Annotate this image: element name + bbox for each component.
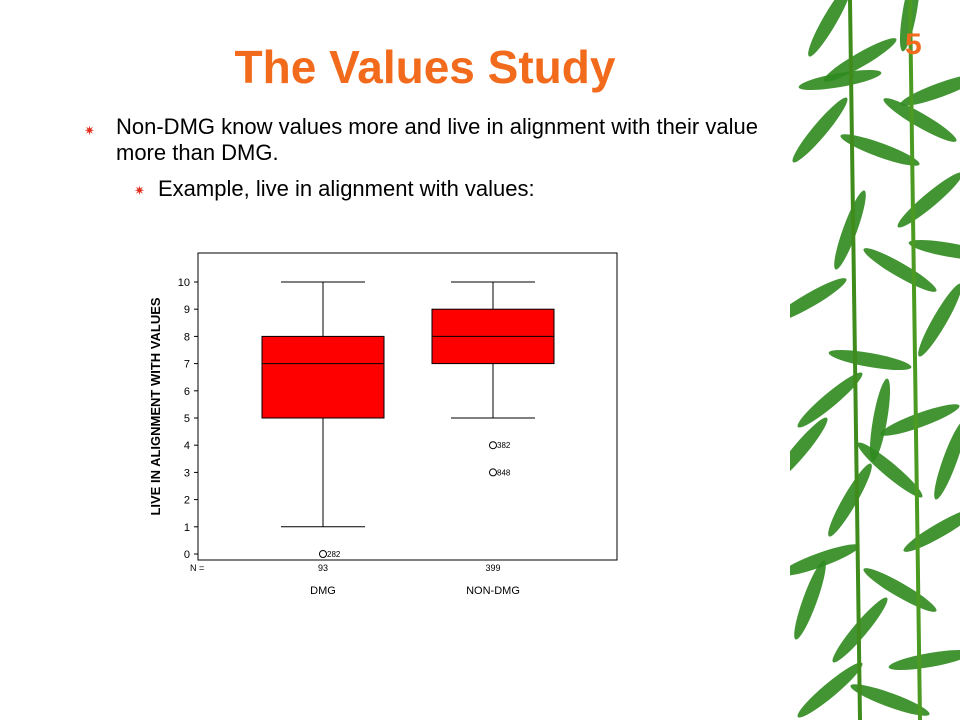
y-tick-label: 7 [184,359,190,371]
bamboo-stalk [908,0,922,720]
bamboo-leaf [880,404,960,436]
y-axis-label: LIVE IN ALIGNMENT WITH VALUES [148,297,163,515]
bamboo-leaf [798,69,882,91]
outlier-point [319,550,327,558]
y-tick-label: 5 [184,413,190,425]
y-tick-label: 9 [184,304,190,316]
bamboo-leaf [934,420,960,500]
bamboo-leaf [794,560,826,640]
star-burst-icon: ✷ [84,124,95,139]
n-label: N = [190,563,204,573]
outlier-point [489,441,497,450]
y-tick-label: 4 [184,440,190,452]
bamboo-leaf [828,349,912,371]
bamboo-leaf [850,684,930,716]
box-plot-chart: 0 1 2 3 4 5 6 7 8 9 10 LIVE IN ALIGNMENT WITH VALUE… [148,252,618,597]
y-tick-label: 10 [178,277,190,289]
bamboo-leaf [797,372,863,428]
star-burst-icon: ✷ [134,184,145,199]
category-label: NON-DMG [466,585,520,597]
y-tick-label: 0 [184,549,190,561]
bamboo-leaf [792,97,848,163]
bamboo-leaf [900,74,960,106]
bamboo-leaf [918,283,960,357]
bullet-1: Non-DMG know values more and live in ali… [116,114,758,165]
n-value: 93 [318,563,328,573]
outlier-label: 282 [327,550,341,559]
bamboo-leaf [883,98,957,142]
bamboo-leaf [908,239,960,261]
bamboo-leaf [840,134,920,166]
y-tick-label: 1 [184,522,190,534]
y-tick-label: 3 [184,467,190,479]
bamboo-leaf [790,278,847,322]
outlier-label: 848 [497,468,511,477]
bullet-2: Example, live in alignment with values: [158,176,535,201]
n-value: 399 [485,563,500,573]
bamboo-leaf [869,378,891,462]
plot-frame [197,252,618,561]
bamboo-leaf [863,248,937,292]
category-label: DMG [310,585,336,597]
slide-title: The Values Study [234,41,616,93]
bamboo-leaf [897,172,960,228]
bamboo-leaf [790,417,828,483]
y-tick-label: 2 [184,495,190,507]
bamboo-leaf [797,662,863,718]
bamboo-stalk [848,0,862,720]
outlier-label: 382 [497,441,511,450]
bamboo-leaf [834,190,866,270]
outlier-point [489,468,497,477]
bamboo-leaf [823,38,897,82]
bamboo-leaf [888,649,960,671]
box-dmg [261,335,385,419]
bamboo-leaf [828,463,872,537]
bamboo-leaf [790,544,860,576]
slide-number: 5 [905,28,922,61]
bamboo-decoration [790,0,960,720]
y-tick-label: 6 [184,386,190,398]
bamboo-leaf [808,0,852,57]
y-tick-label: 8 [184,331,190,343]
bamboo-leaf [903,508,960,552]
